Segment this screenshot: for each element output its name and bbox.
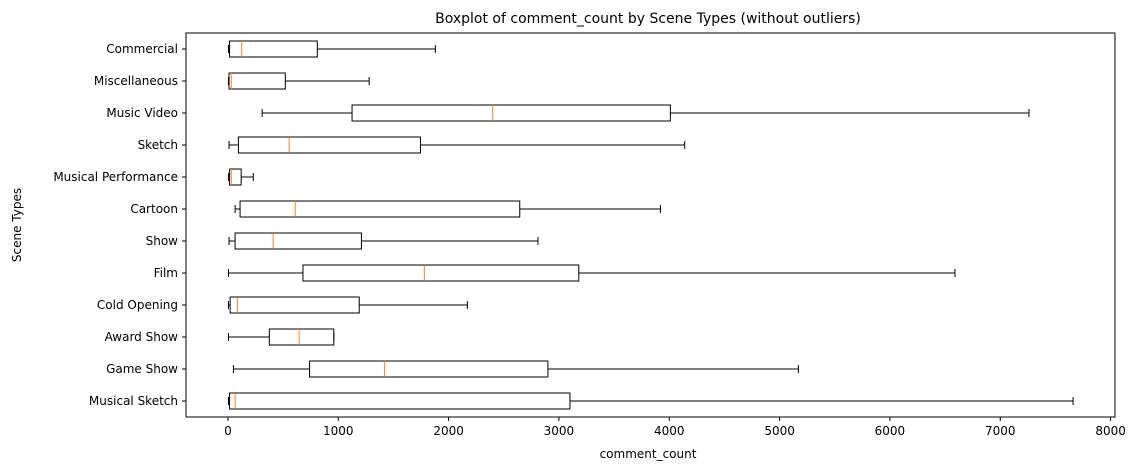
axes-frame xyxy=(185,32,1116,418)
x-tick-label: 0 xyxy=(224,424,232,438)
x-tick-label: 8000 xyxy=(1095,424,1126,438)
x-axis-title: comment_count xyxy=(600,447,697,461)
x-tick-label: 3000 xyxy=(544,424,575,438)
y-tick-label: Miscellaneous xyxy=(94,74,178,88)
box xyxy=(268,328,335,346)
box xyxy=(239,200,521,218)
chart-title: Boxplot of comment_count by Scene Types … xyxy=(435,11,861,27)
box xyxy=(229,392,571,410)
box xyxy=(302,264,580,282)
box xyxy=(351,104,671,122)
y-tick-label: Game Show xyxy=(106,362,178,376)
y-tick-label: Award Show xyxy=(105,330,179,344)
x-tick-label: 4000 xyxy=(654,424,685,438)
y-tick-label: Show xyxy=(146,234,179,248)
box xyxy=(229,40,318,58)
y-tick-label: Cold Opening xyxy=(97,298,178,312)
box xyxy=(229,296,360,314)
x-tick-label: 6000 xyxy=(875,424,906,438)
x-tick-label: 7000 xyxy=(985,424,1016,438)
box xyxy=(237,136,421,154)
x-tick-label: 5000 xyxy=(764,424,795,438)
y-tick-label: Cartoon xyxy=(130,202,178,216)
y-tick-label: Music Video xyxy=(106,106,178,120)
box xyxy=(228,72,286,90)
box xyxy=(229,168,242,186)
y-tick-label: Film xyxy=(154,266,178,280)
y-tick-label: Musical Sketch xyxy=(89,394,178,408)
x-tick-label: 2000 xyxy=(433,424,464,438)
box xyxy=(309,360,549,378)
y-tick-label: Musical Performance xyxy=(53,170,178,184)
y-tick-label: Sketch xyxy=(138,138,178,152)
x-tick-label: 1000 xyxy=(323,424,354,438)
y-axis-title: Scene Types xyxy=(10,188,24,262)
y-tick-label: Commercial xyxy=(106,42,178,56)
box xyxy=(234,232,362,250)
plot-area: 0 1000 2000 3000 4000 5000 6000 7000 8000 Commerc… xyxy=(53,32,1126,438)
